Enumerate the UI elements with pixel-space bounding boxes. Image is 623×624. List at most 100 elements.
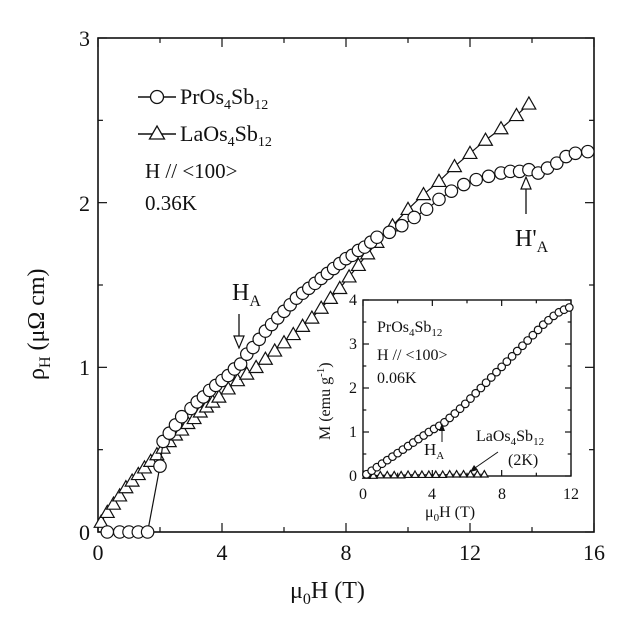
inset-pros4sb12-point [481,378,491,388]
inset-pros4sb12-point [502,357,512,367]
laos4sb12-point [248,359,265,374]
laos4sb12-point [303,309,320,324]
laos4sb12-point [105,495,122,510]
inset-ha-arrow-head [439,423,445,431]
inset-pros4sb12-point [466,394,475,403]
inset-condition-temperature: 0.06K [377,370,417,387]
inset-x-axis-title: μ0H (T) [425,504,475,524]
inset-laos4sb12-point [472,469,483,478]
legend-marker-triangle [148,124,166,140]
inset-pros4sb12-point [528,330,538,340]
pros4sb12-point [432,192,446,207]
laos4sb12-point [520,95,537,110]
laos4sb12-point [285,326,302,341]
laos4sb12-point [220,380,237,395]
pros4sb12-point [100,525,115,539]
laos4sb12-point [493,120,509,135]
inset-la-arrow-shaft [471,451,499,471]
pros4sb12-point [580,144,595,159]
pros4sb12-point [140,525,155,539]
x-tick-label: 16 [583,540,605,565]
pros4sb12-point [456,177,471,192]
main-axis-ticks [97,37,595,533]
pros4sb12-point [481,169,496,184]
y-tick-label: 0 [79,520,90,545]
inset-y-tick-label: 3 [349,336,357,353]
inset-x-tick-label: 4 [428,486,436,503]
laos4sb12-point [322,290,339,304]
inset-sample-label: PrOs4Sb12 [377,319,442,339]
laos4sb12-point [210,388,227,403]
inset-laos4sb12-point [417,469,427,479]
inset-pros4sb12-point [486,373,496,382]
inset-pros4sb12-point [460,399,470,409]
inset-laos4sb12-point [438,469,448,479]
y-tick-label: 1 [79,355,90,380]
x-tick-label: 4 [217,540,228,565]
legend-label-pros4sb12: PrOs4Sb12 [180,84,268,113]
inset-y-tick-label: 0 [349,468,357,485]
y-tick-label: 2 [79,191,90,216]
pros4sb12-point [444,184,459,198]
inset-laos4sb12-point [403,469,413,479]
laos4sb12-point [266,342,283,357]
ha-prime-arrow-head [520,175,532,190]
inset-laos4sb12-point [458,469,469,478]
laos4sb12-point [93,514,110,528]
pros4sb12-point [233,357,248,371]
ha-arrow-head [233,335,245,350]
inset-x-tick-label: 12 [563,486,579,503]
ha-label: HA [232,280,261,310]
inset-y-tick-label: 1 [349,424,357,441]
pros4sb12-point [370,230,384,245]
pros4sb12-point [568,146,583,161]
ha-prime-label: H'A [515,226,549,256]
inset-condition-field-direction: H // <100> [377,347,448,364]
inset-y-tick-label: 4 [349,292,357,309]
laos4sb12-point [257,350,274,365]
inset-pros4sb12-point [497,362,507,372]
laos4sb12-point [276,334,292,349]
inset-pros4sb12-point [518,341,527,351]
inset-pros4sb12-point [455,404,465,414]
inset-y-axis-title: M (emu g-1) [315,362,334,440]
inset-laos4sb12-temperature: (2K) [508,452,538,469]
inset-laos4sb12-point [424,469,434,479]
pros4sb12-point [469,172,483,187]
legend-label-laos4sb12: LaOs4Sb12 [180,121,272,150]
inset-laos4sb12-point [431,469,441,479]
inset-pros4sb12-point [533,325,543,335]
inset-laos4sb12-point [389,470,399,479]
laos4sb12-point [99,504,116,519]
inset-x-tick-label: 8 [498,486,506,503]
inset-laos4sb12-point [479,469,490,478]
pros4sb12-point [382,225,397,240]
inset-laos4sb12-point [444,469,455,478]
inset-laos4sb12-point [451,469,462,478]
inset-laos4sb12-point [375,470,386,479]
inset-pros4sb12-point [523,336,533,345]
inset-y-tick-label: 2 [349,380,357,397]
inset-pros4sb12-point [564,303,574,312]
pros4sb12-point [419,202,434,217]
x-tick-label: 12 [459,540,481,565]
pros4sb12-point [407,210,421,225]
laos4sb12-point [477,131,494,146]
condition-temperature: 0.36K [145,191,197,215]
laos4sb12-point [111,487,128,502]
legend: PrOs4Sb12 LaOs4Sb12 [138,84,272,150]
x-axis-title: μ0H (T) [290,578,365,608]
y-axis-title: ρH (μΩ cm) [24,268,54,380]
inset-la-arrow-head [470,465,478,472]
pros4sb12-point [153,459,167,473]
inset-pros4sb12-point [492,367,501,377]
inset-pros4sb12-point [471,388,481,398]
laos4sb12-point [313,299,330,314]
inset-series-laos4sb12 [361,469,490,479]
laos4sb12-point [446,158,463,173]
inset-laos4sb12-label: LaOs4Sb12 [476,428,544,448]
x-tick-label: 0 [93,540,104,565]
inset-pros4sb12-point [450,409,460,418]
inset-laos4sb12-point [382,470,392,479]
